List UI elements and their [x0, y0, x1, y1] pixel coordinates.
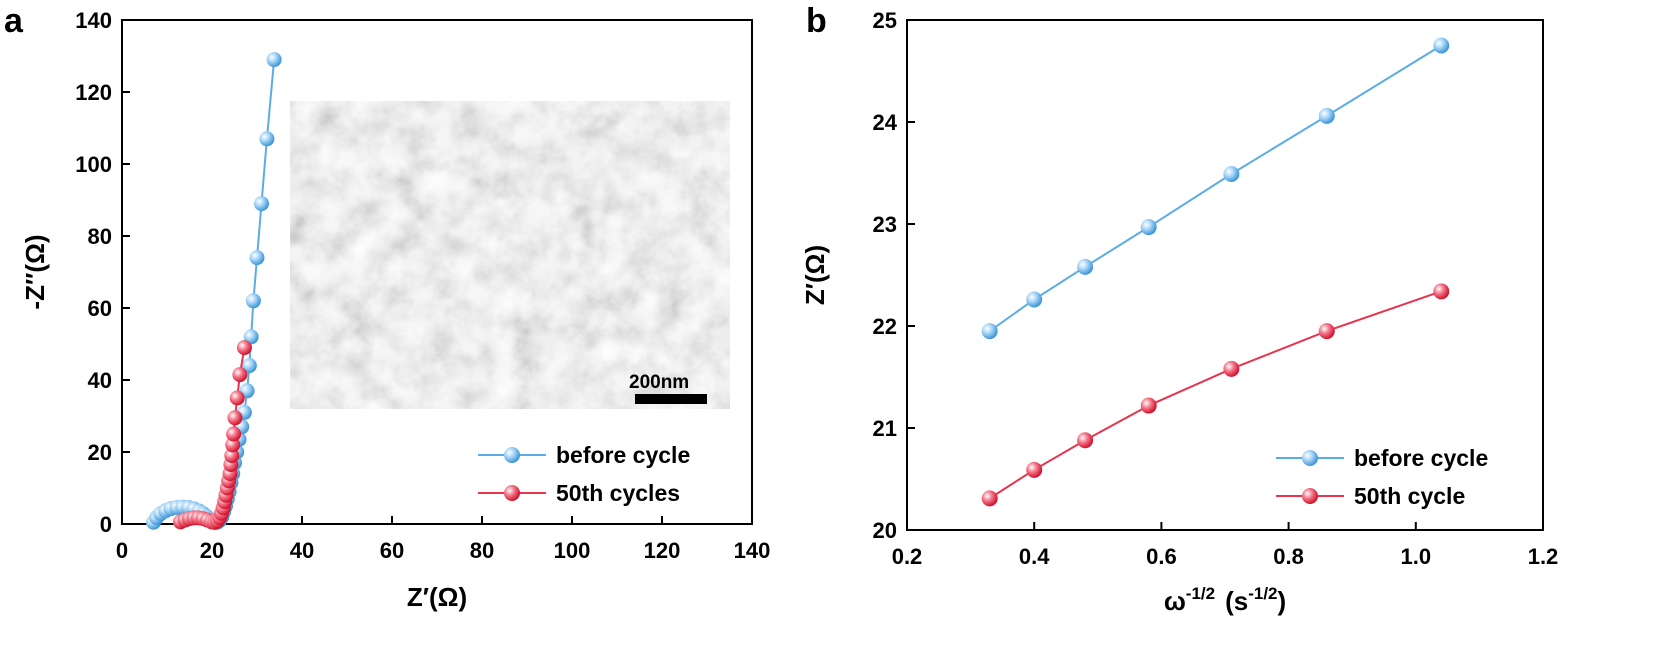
- data-point-a-1-24: [232, 367, 248, 383]
- series-line-a-0: [152, 59, 276, 524]
- legend-label-a-0: before cycle: [556, 442, 690, 468]
- x-tick-label-a-2: 40: [290, 538, 314, 563]
- y-axis-label-a: -Z′′(Ω): [20, 234, 50, 309]
- data-point-b-1-4: [1223, 360, 1240, 377]
- axis-ticks-b: 0.2 0.4 0.6 0.8 1.0 1.2 20 21 22 23 24 25: [873, 8, 1559, 569]
- data-point-b-0-5: [1318, 107, 1335, 124]
- legend-label-a-1: 50th cycles: [556, 480, 680, 506]
- plot-frame-a: [121, 19, 753, 525]
- data-point-a-0-36: [266, 52, 282, 68]
- y-tick-label-a-5: 100: [75, 152, 112, 177]
- y-tick-label-a-4: 80: [88, 224, 112, 249]
- data-point-a-0-33: [249, 250, 265, 266]
- y-tick-label-a-1: 20: [88, 440, 112, 465]
- legend-label-b-1: 50th cycle: [1354, 483, 1465, 509]
- series-group-a: [146, 52, 282, 531]
- x-tick-label-a-5: 100: [554, 538, 591, 563]
- y-tick-label-b-5: 25: [873, 8, 897, 33]
- series-group-b: [981, 37, 1450, 507]
- x-tick-label-b-2: 0.6: [1146, 544, 1177, 569]
- panel-label-b: b: [806, 2, 827, 40]
- x-tick-label-a-0: 0: [116, 538, 128, 563]
- data-point-a-1-20: [225, 437, 241, 453]
- y-tick-label-a-2: 40: [88, 368, 112, 393]
- legend-marker-b-1: [1302, 488, 1318, 504]
- data-point-a-1-23: [229, 390, 245, 406]
- panel-a: a 0 20 40 60 80 100 120 140 0 20 40 60 80 100 120 140 2…: [4, 2, 770, 612]
- y-tick-label-b-0: 20: [873, 518, 897, 543]
- data-point-a-0-34: [254, 196, 269, 212]
- y-tick-label-a-3: 60: [88, 296, 112, 321]
- x-tick-label-a-4: 80: [470, 538, 494, 563]
- axis-ticks-a: 0 20 40 60 80 100 120 140 0 20 40 60 80 100 120 140: [75, 8, 770, 563]
- data-point-b-1-1: [1026, 461, 1043, 478]
- x-tick-label-b-4: 1.0: [1401, 544, 1432, 569]
- y-tick-label-b-3: 23: [873, 212, 897, 237]
- legend-marker-a-0: [504, 447, 520, 463]
- x-tick-label-b-1: 0.4: [1019, 544, 1050, 569]
- y-tick-label-b-1: 21: [873, 416, 897, 441]
- data-point-b-0-1: [1026, 291, 1043, 308]
- y-axis-label-b: Z′(Ω): [800, 245, 830, 305]
- data-point-b-0-4: [1223, 166, 1240, 183]
- x-tick-label-b-3: 0.8: [1273, 544, 1304, 569]
- legend-b: before cycle 50th cycle: [1276, 445, 1488, 509]
- y-tick-label-a-6: 120: [75, 80, 112, 105]
- plot-frame-b: [906, 19, 1544, 531]
- y-tick-label-a-7: 140: [75, 8, 112, 33]
- data-point-a-0-30: [241, 358, 257, 374]
- data-point-a-0-32: [245, 293, 261, 309]
- x-tick-label-a-7: 140: [734, 538, 771, 563]
- x-tick-label-b-0: 0.2: [892, 544, 923, 569]
- data-point-a-1-19: [224, 448, 240, 464]
- data-point-b-0-6: [1433, 37, 1450, 54]
- series-line-b-0: [989, 44, 1442, 332]
- x-tick-label-a-3: 60: [380, 538, 404, 563]
- legend-marker-b-0: [1302, 450, 1318, 466]
- data-point-b-0-2: [1077, 258, 1094, 275]
- scale-bar: [635, 394, 707, 404]
- data-point-b-1-0: [981, 490, 998, 507]
- data-point-b-1-5: [1318, 323, 1335, 340]
- legend-label-b-0: before cycle: [1354, 445, 1488, 471]
- x-tick-label-a-1: 20: [200, 538, 224, 563]
- x-tick-label-a-6: 120: [644, 538, 681, 563]
- scale-bar-label: 200nm: [629, 372, 689, 393]
- data-point-a-1-22: [227, 410, 243, 426]
- panel-b: b 0.2 0.4 0.6 0.8 1.0 1.2 20 21 22 23 24 25 before …: [800, 2, 1558, 616]
- data-point-a-1-25: [236, 340, 252, 356]
- data-point-a-1-21: [226, 426, 242, 442]
- sem-inset: 200nm: [290, 101, 730, 409]
- legend-marker-a-1: [504, 485, 520, 501]
- data-point-a-0-35: [259, 131, 275, 147]
- data-point-a-0-31: [243, 329, 259, 345]
- data-point-b-0-3: [1140, 219, 1157, 236]
- data-point-b-1-2: [1077, 432, 1094, 449]
- data-point-b-1-6: [1433, 283, 1450, 300]
- legend-a: before cycle 50th cycles: [478, 442, 690, 506]
- x-axis-label-b: ω-1/2 (s-1/2): [1164, 584, 1286, 616]
- panel-label-a: a: [4, 2, 24, 40]
- y-tick-label-b-4: 24: [873, 110, 898, 135]
- x-axis-label-a: Z′(Ω): [407, 582, 467, 612]
- x-tick-label-b-5: 1.2: [1528, 544, 1559, 569]
- data-point-b-1-3: [1140, 397, 1157, 414]
- y-tick-label-a-0: 0: [100, 512, 112, 537]
- data-point-b-0-0: [981, 323, 998, 340]
- y-tick-label-b-2: 22: [873, 314, 897, 339]
